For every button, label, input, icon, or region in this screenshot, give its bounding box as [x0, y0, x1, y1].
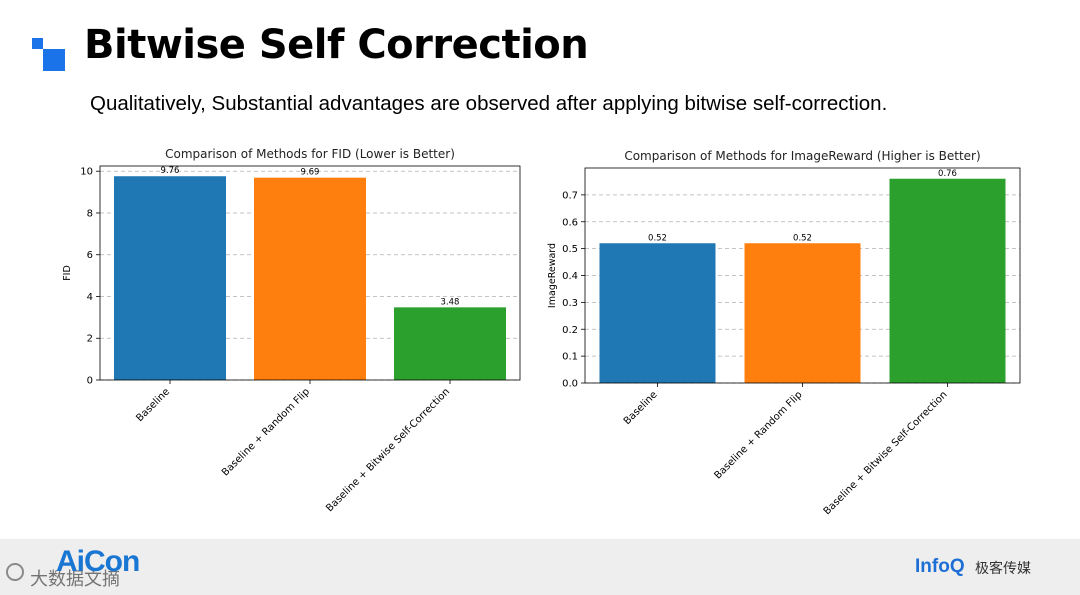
x-tick-label: Baseline + Random Flip: [712, 389, 804, 481]
watermark-logo-icon: [6, 563, 24, 581]
watermark-text: 大数据文摘: [30, 569, 120, 590]
y-tick-label: 0.4: [562, 271, 578, 282]
bar-value-label: 3.48: [441, 297, 460, 307]
bar: [889, 178, 1006, 383]
y-tick-label: 2: [87, 334, 93, 345]
plot-frame: [99, 165, 521, 381]
y-tick-label: 6: [87, 250, 93, 261]
y-tick-label: 10: [80, 167, 93, 178]
infoq-logo: InfoQ: [915, 556, 965, 577]
y-tick-label: 0: [87, 376, 93, 387]
y-tick-label: 0.3: [562, 298, 578, 309]
footer-bar: 大数据文摘 AiCon InfoQ 极客传媒: [0, 539, 1080, 595]
bar: [254, 177, 366, 380]
bar: [114, 176, 226, 380]
aicon-logo: AiCon: [56, 545, 140, 578]
slide-logo-icon: [32, 38, 68, 74]
slide-title: Bitwise Self Correction: [84, 22, 589, 68]
chart-title: Comparison of Methods for FID (Lower is …: [165, 147, 455, 161]
bar-value-label: 9.76: [161, 166, 180, 176]
x-tick-label: Baseline + Bitwise Self-Correction: [324, 386, 452, 514]
y-axis-label: FID: [62, 265, 73, 281]
y-tick-label: 0.2: [562, 325, 578, 336]
x-tick-label: Baseline: [622, 389, 660, 427]
bar: [599, 243, 716, 383]
fid-chart: Comparison of Methods for FID (Lower is …: [62, 147, 521, 514]
y-axis-label: ImageReward: [547, 243, 558, 308]
y-tick-label: 8: [87, 208, 93, 219]
bar-value-label: 0.76: [938, 169, 957, 179]
y-tick-label: 0.1: [562, 352, 578, 363]
chart-title: Comparison of Methods for ImageReward (H…: [624, 149, 980, 163]
bar: [744, 243, 861, 383]
bar-value-label: 0.52: [793, 233, 812, 243]
y-tick-label: 0.5: [562, 244, 578, 255]
slide-subtitle: Qualitatively, Substantial advantages ar…: [90, 92, 888, 115]
y-tick-label: 4: [87, 292, 93, 303]
bar-value-label: 9.69: [301, 168, 320, 178]
x-tick-label: Baseline + Random Flip: [220, 386, 312, 478]
bar: [394, 307, 506, 380]
media-label: 极客传媒: [975, 561, 1031, 577]
x-tick-label: Baseline: [134, 386, 172, 424]
imagereward-chart: Comparison of Methods for ImageReward (H…: [547, 149, 1021, 517]
bar-value-label: 0.52: [648, 233, 667, 243]
y-tick-label: 0.0: [562, 379, 578, 390]
y-tick-label: 0.6: [562, 217, 578, 228]
x-tick-label: Baseline + Bitwise Self-Correction: [822, 389, 950, 517]
plot-frame: [584, 167, 1021, 384]
y-tick-label: 0.7: [562, 190, 578, 201]
